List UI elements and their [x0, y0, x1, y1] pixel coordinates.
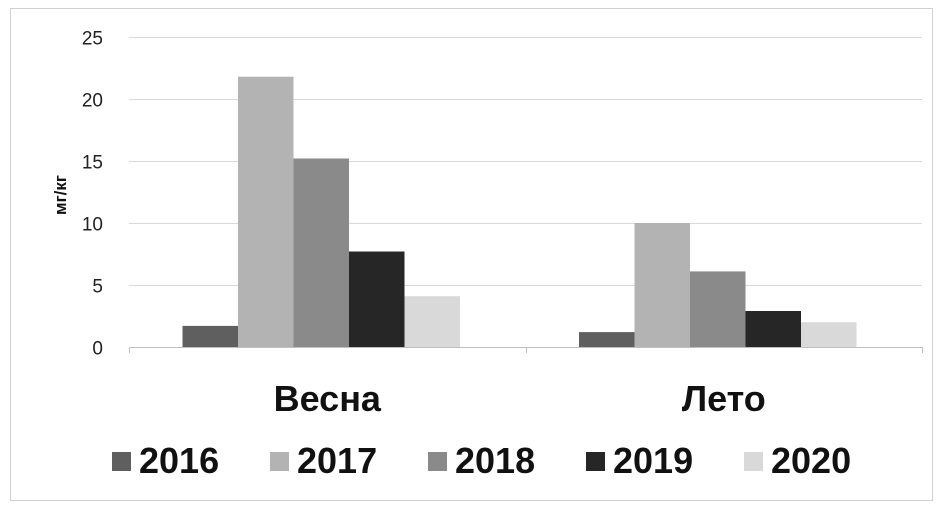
- legend-swatch-2016: [112, 452, 131, 471]
- bars: [182, 76, 857, 347]
- legend-label-2016: 2016: [139, 440, 219, 481]
- y-tick-label: 0: [92, 339, 103, 360]
- legend-label-2020: 2020: [771, 440, 851, 481]
- bar-2019-summer: [745, 311, 801, 347]
- bar-2020-summer: [801, 322, 857, 347]
- axes: 0 5 10 15 20 25 Весна Лето: [82, 29, 923, 419]
- y-tick-label: 10: [82, 215, 103, 236]
- bar-2018-summer: [690, 271, 746, 347]
- x-category-label: Весна: [274, 378, 382, 419]
- legend: 2016 2017 2018 2019 2020: [112, 440, 851, 481]
- bar-2019-spring: [349, 251, 405, 347]
- legend-label-2017: 2017: [297, 440, 377, 481]
- y-tick-label: 25: [82, 29, 103, 50]
- legend-swatch-2017: [270, 452, 289, 471]
- y-axis-label: мг/кг: [51, 175, 70, 215]
- legend-swatch-2018: [428, 452, 447, 471]
- y-tick-label: 15: [82, 153, 103, 174]
- legend-label-2018: 2018: [455, 440, 535, 481]
- legend-swatch-2019: [586, 452, 605, 471]
- bar-2017-summer: [634, 223, 690, 347]
- bar-2016-spring: [182, 325, 238, 347]
- legend-swatch-2020: [744, 452, 763, 471]
- legend-label-2019: 2019: [613, 440, 693, 481]
- x-category-label: Лето: [682, 378, 766, 419]
- bar-2018-spring: [293, 158, 349, 347]
- chart-frame: [10, 8, 933, 501]
- bar-2020-spring: [404, 296, 460, 347]
- bar-2017-spring: [238, 76, 294, 347]
- y-tick-label: 5: [92, 277, 103, 298]
- y-tick-label: 20: [82, 91, 103, 112]
- bar-2016-summer: [579, 332, 635, 347]
